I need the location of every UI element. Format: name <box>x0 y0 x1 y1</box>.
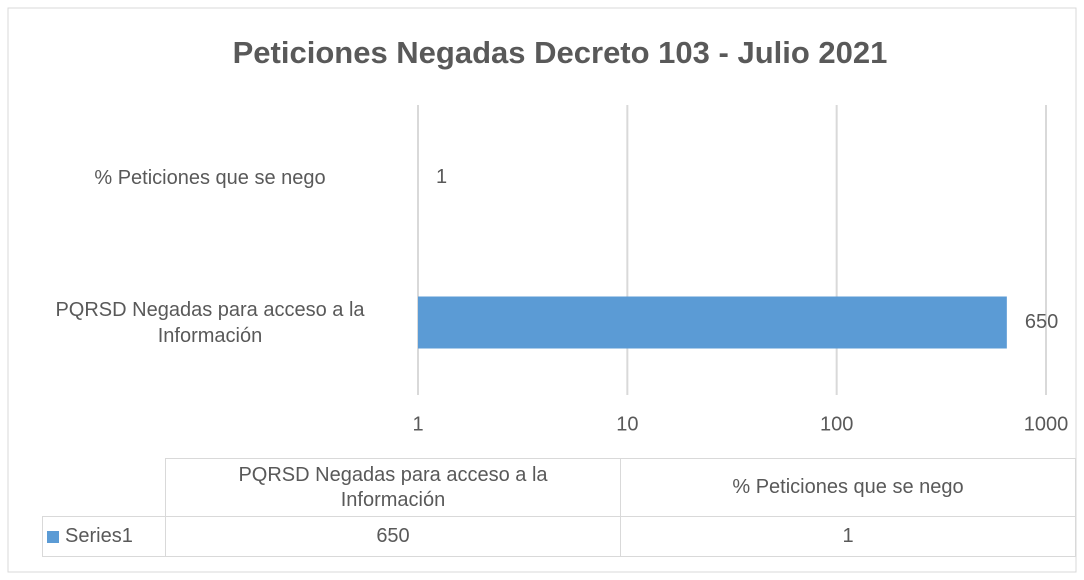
legend-key <box>47 530 59 543</box>
y-tick-label: % Peticiones que se nego <box>94 166 326 189</box>
data-label: 1 <box>436 166 447 188</box>
x-tick-label: 100 <box>820 413 853 435</box>
chart-title: Peticiones Negadas Decreto 103 - Julio 2… <box>233 35 888 70</box>
y-tick-label: PQRSD Negadas para acceso a la Informaci… <box>55 298 365 347</box>
bar <box>418 296 1007 349</box>
x-tick-label: 10 <box>616 413 638 435</box>
x-tick-label: 1 <box>412 413 423 435</box>
data-label: 650 <box>1025 311 1058 333</box>
table-value: 1 <box>620 516 1076 557</box>
table-header: % Peticiones que se nego <box>620 458 1076 517</box>
table-series-cell: Series1 <box>42 516 166 557</box>
legend-label: Series1 <box>65 525 133 547</box>
x-tick-label: 1000 <box>1024 413 1069 435</box>
table-value: 650 <box>165 516 621 557</box>
chart-border <box>7 7 1077 573</box>
table-header: PQRSD Negadas para acceso a la Informaci… <box>165 458 621 517</box>
